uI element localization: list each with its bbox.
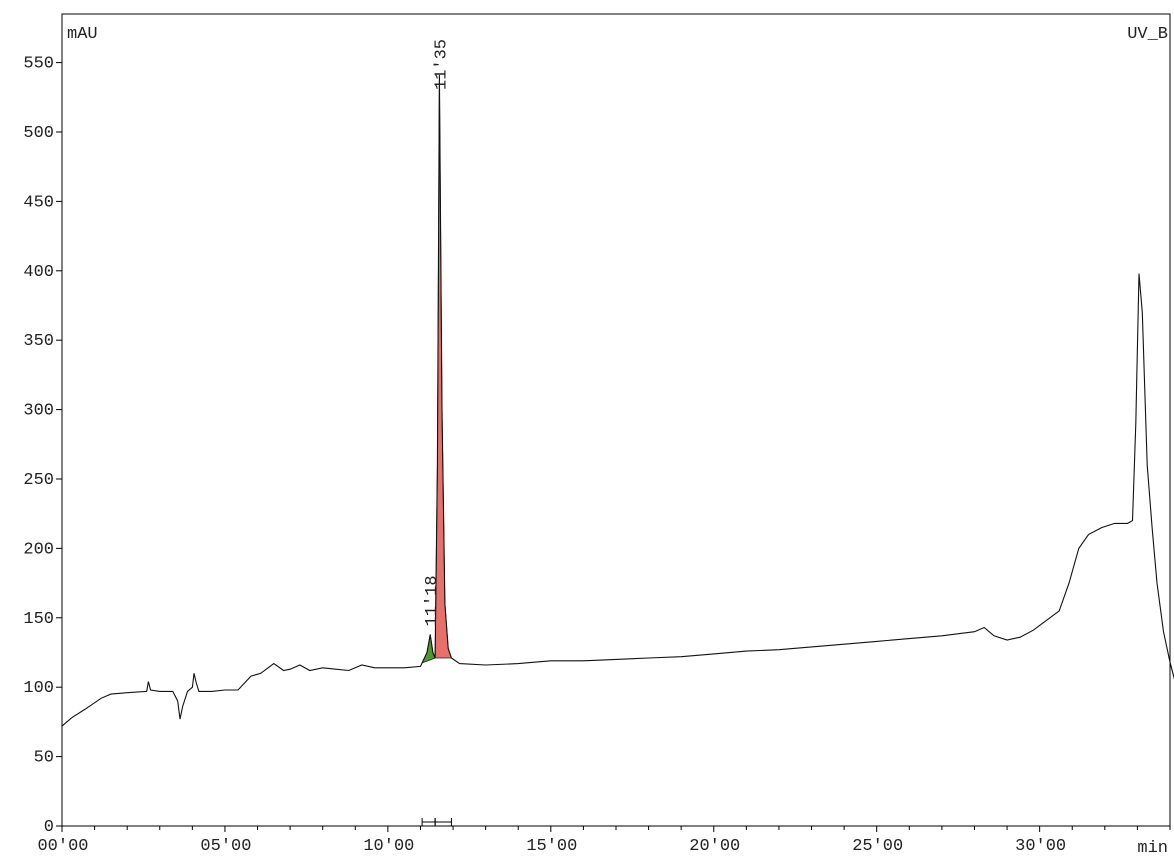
channel-label: UV_B [1127,25,1168,44]
x-tick-label: 20'00 [689,837,740,856]
y-tick-label: 300 [23,402,54,421]
y-tick-label: 150 [23,610,54,629]
x-tick-label: 15'00 [526,837,577,856]
y-tick-label: 250 [23,471,54,490]
y-tick-label: 50 [34,749,54,768]
y-axis: 0 50 100 150 200 250 300 350 400 450 500 550 [23,55,62,837]
x-axis: 00'00 05'00 10'00 15'00 20'00 25'00 30'00 [37,826,1171,856]
y-tick-label: 200 [23,540,54,559]
x-tick-label: 30'00 [1015,837,1066,856]
x-unit-label: min [1137,839,1168,857]
peak-retention-label: 11'35 [432,39,451,90]
y-tick-label: 400 [23,263,54,282]
uv-trace-line [61,75,1174,727]
y-tick-label: 100 [23,679,54,698]
y-tick-label: 500 [23,124,54,143]
integrated-peaks [421,75,452,826]
plot-frame [61,13,1171,827]
y-unit-label: mAU [67,25,98,44]
x-tick-label: 00'00 [37,837,88,856]
x-tick-label: 05'00 [200,837,251,856]
x-tick-label: 10'00 [363,837,414,856]
peak-labels: 11'18 11'35 [423,39,451,626]
peak-retention-label: 11'18 [423,575,442,626]
y-tick-label: 0 [44,818,54,837]
y-tick-label: 450 [23,193,54,212]
y-tick-label: 350 [23,332,54,351]
y-tick-label: 550 [23,55,54,74]
x-tick-label: 25'00 [852,837,903,856]
